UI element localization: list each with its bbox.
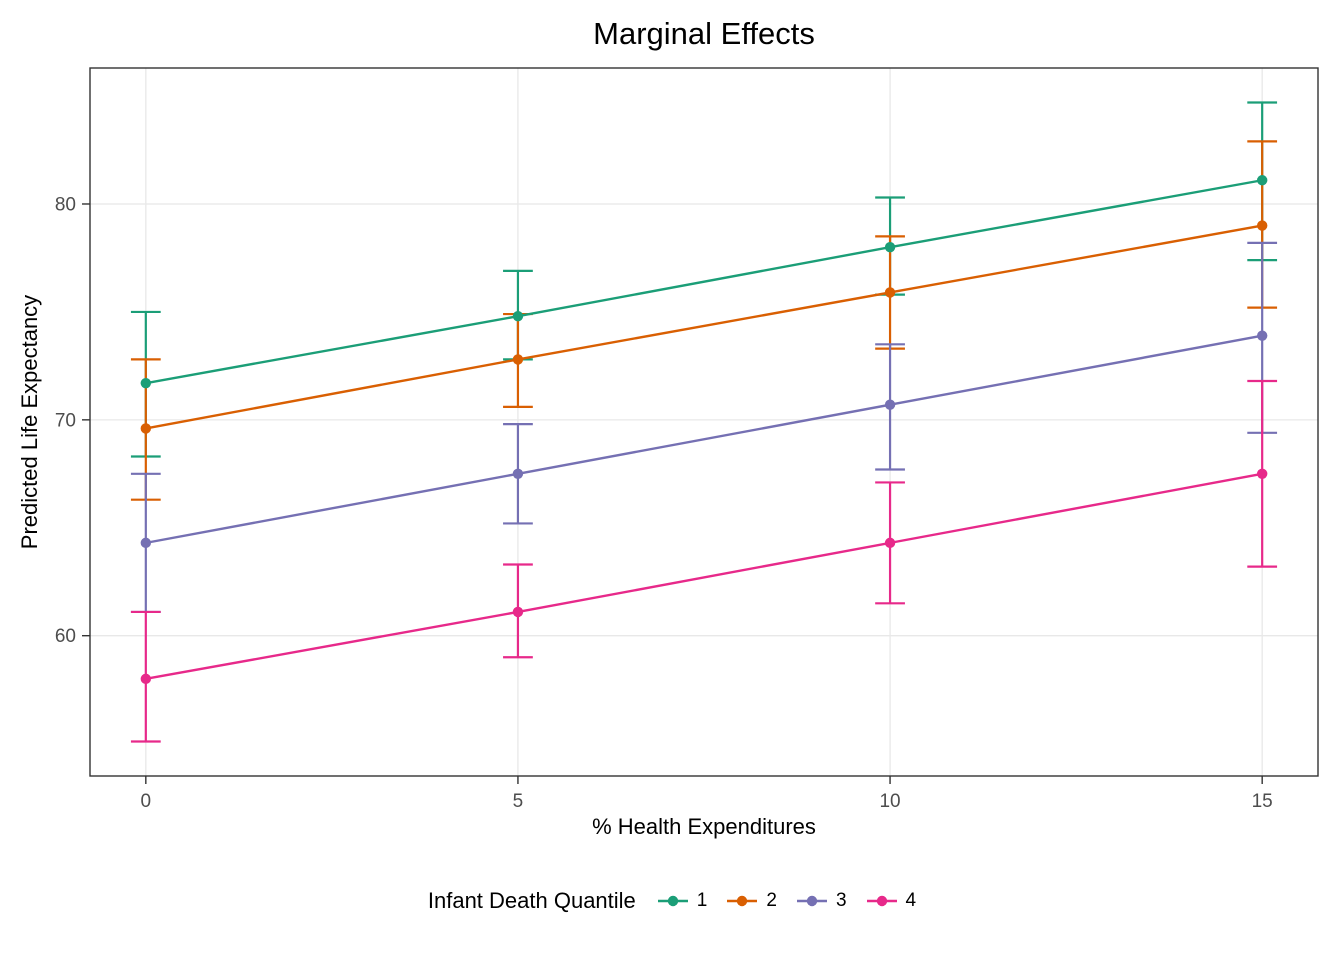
- legend-label: 4: [905, 890, 917, 911]
- data-point: [140, 423, 152, 434]
- legend-item-1: 1: [656, 890, 708, 912]
- legend-item-2: 2: [725, 890, 777, 912]
- series-line-4: [145, 472, 1263, 681]
- data-point: [140, 377, 152, 389]
- data-point: [884, 399, 896, 410]
- chart-title: Marginal Effects: [593, 16, 815, 51]
- data-point: [1256, 468, 1268, 480]
- legend-item-3: 3: [795, 890, 847, 912]
- data-point: [1256, 220, 1268, 231]
- data-point: [884, 287, 896, 298]
- series-line-3: [145, 334, 1263, 545]
- chart-canvas: 0 5 10 15 60 70 80: [55, 67, 1319, 812]
- x-tick-label: 10: [879, 791, 900, 812]
- data-point: [1256, 175, 1268, 186]
- legend-title: Infant Death Quantile: [427, 888, 636, 913]
- x-tick-label: 5: [513, 791, 524, 812]
- data-point: [884, 537, 896, 549]
- legend-label: 2: [766, 890, 777, 911]
- y-tick-label: 60: [55, 626, 76, 647]
- data-point: [1256, 330, 1268, 341]
- data-point: [512, 354, 524, 365]
- legend-label: 3: [835, 890, 847, 911]
- y-tick-label: 80: [55, 194, 76, 215]
- panel-border: [89, 67, 1319, 777]
- series-line-2: [145, 224, 1263, 430]
- legend-items: 1 2 3 4: [656, 890, 916, 912]
- legend-key-icon: [866, 895, 897, 907]
- x-axis-label: % Health Expenditures: [592, 814, 816, 839]
- x-tick-label: 15: [1252, 791, 1273, 812]
- legend-item-4: 4: [865, 890, 917, 912]
- data-point: [512, 606, 524, 618]
- data-point: [140, 537, 152, 549]
- legend: Infant Death Quantile 1 2 3 4: [0, 888, 1344, 914]
- legend-key-icon: [657, 895, 688, 907]
- data-point: [140, 673, 152, 685]
- data-point: [884, 241, 896, 253]
- legend-key-icon: [727, 895, 758, 907]
- data-point: [512, 311, 524, 322]
- plot-panel: [90, 68, 1318, 776]
- y-tick-label: 70: [55, 410, 76, 431]
- data-point: [512, 468, 524, 480]
- legend-key-icon: [796, 895, 827, 907]
- legend-label: 1: [696, 890, 708, 911]
- series-line-1: [145, 179, 1263, 385]
- x-tick-label: 0: [141, 791, 152, 812]
